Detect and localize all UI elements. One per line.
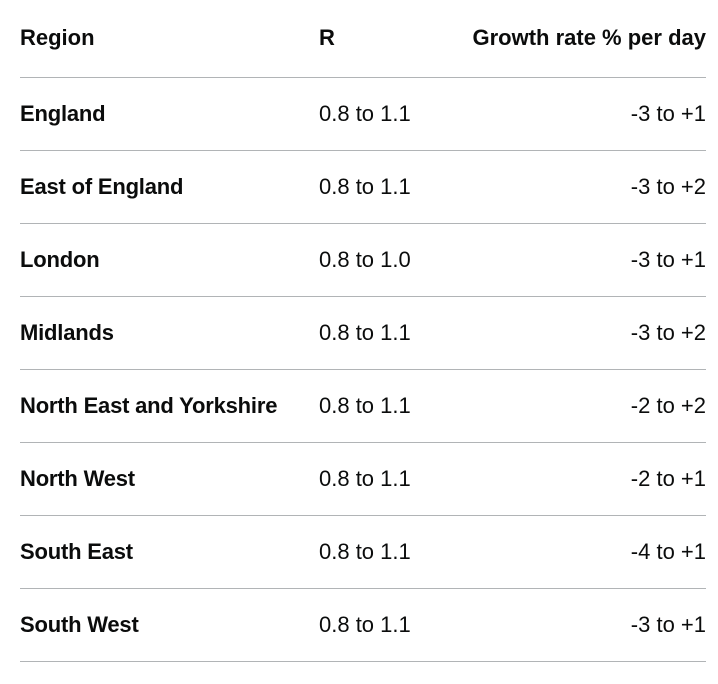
column-header-region: Region xyxy=(20,0,319,78)
cell-r: 0.8 to 1.1 xyxy=(319,588,439,662)
table-header: Region R Growth rate % per day xyxy=(20,0,706,78)
cell-r: 0.8 to 1.1 xyxy=(319,77,439,151)
cell-r: 0.8 to 1.1 xyxy=(319,369,439,443)
table-row: London 0.8 to 1.0 -3 to +1 xyxy=(20,223,706,297)
cell-region: South East xyxy=(20,515,319,589)
cell-growth-rate: -3 to +2 xyxy=(439,150,706,224)
cell-region: North West xyxy=(20,442,319,516)
table-row: England 0.8 to 1.1 -3 to +1 xyxy=(20,77,706,151)
cell-r: 0.8 to 1.0 xyxy=(319,223,439,297)
cell-growth-rate: -2 to +2 xyxy=(439,369,706,443)
cell-growth-rate: -2 to +1 xyxy=(439,442,706,516)
table-row: North East and Yorkshire 0.8 to 1.1 -2 t… xyxy=(20,369,706,443)
cell-r: 0.8 to 1.1 xyxy=(319,150,439,224)
cell-region: East of England xyxy=(20,150,319,224)
cell-r: 0.8 to 1.1 xyxy=(319,515,439,589)
table-body: England 0.8 to 1.1 -3 to +1 East of Engl… xyxy=(20,77,706,662)
cell-r: 0.8 to 1.1 xyxy=(319,442,439,516)
header-row: Region R Growth rate % per day xyxy=(20,0,706,78)
cell-growth-rate: -4 to +1 xyxy=(439,515,706,589)
cell-growth-rate: -3 to +1 xyxy=(439,223,706,297)
cell-region: South West xyxy=(20,588,319,662)
table-row: South West 0.8 to 1.1 -3 to +1 xyxy=(20,588,706,662)
r-growth-table: Region R Growth rate % per day England 0… xyxy=(20,0,706,662)
cell-r: 0.8 to 1.1 xyxy=(319,296,439,370)
table-row: North West 0.8 to 1.1 -2 to +1 xyxy=(20,442,706,516)
table-row: South East 0.8 to 1.1 -4 to +1 xyxy=(20,515,706,589)
cell-region: North East and Yorkshire xyxy=(20,369,319,443)
cell-growth-rate: -3 to +1 xyxy=(439,77,706,151)
table-row: East of England 0.8 to 1.1 -3 to +2 xyxy=(20,150,706,224)
data-table-container: Region R Growth rate % per day England 0… xyxy=(20,0,706,662)
cell-growth-rate: -3 to +2 xyxy=(439,296,706,370)
column-header-r: R xyxy=(319,0,439,78)
table-row: Midlands 0.8 to 1.1 -3 to +2 xyxy=(20,296,706,370)
cell-region: Midlands xyxy=(20,296,319,370)
cell-region: England xyxy=(20,77,319,151)
cell-growth-rate: -3 to +1 xyxy=(439,588,706,662)
column-header-growth-rate: Growth rate % per day xyxy=(439,0,706,78)
cell-region: London xyxy=(20,223,319,297)
